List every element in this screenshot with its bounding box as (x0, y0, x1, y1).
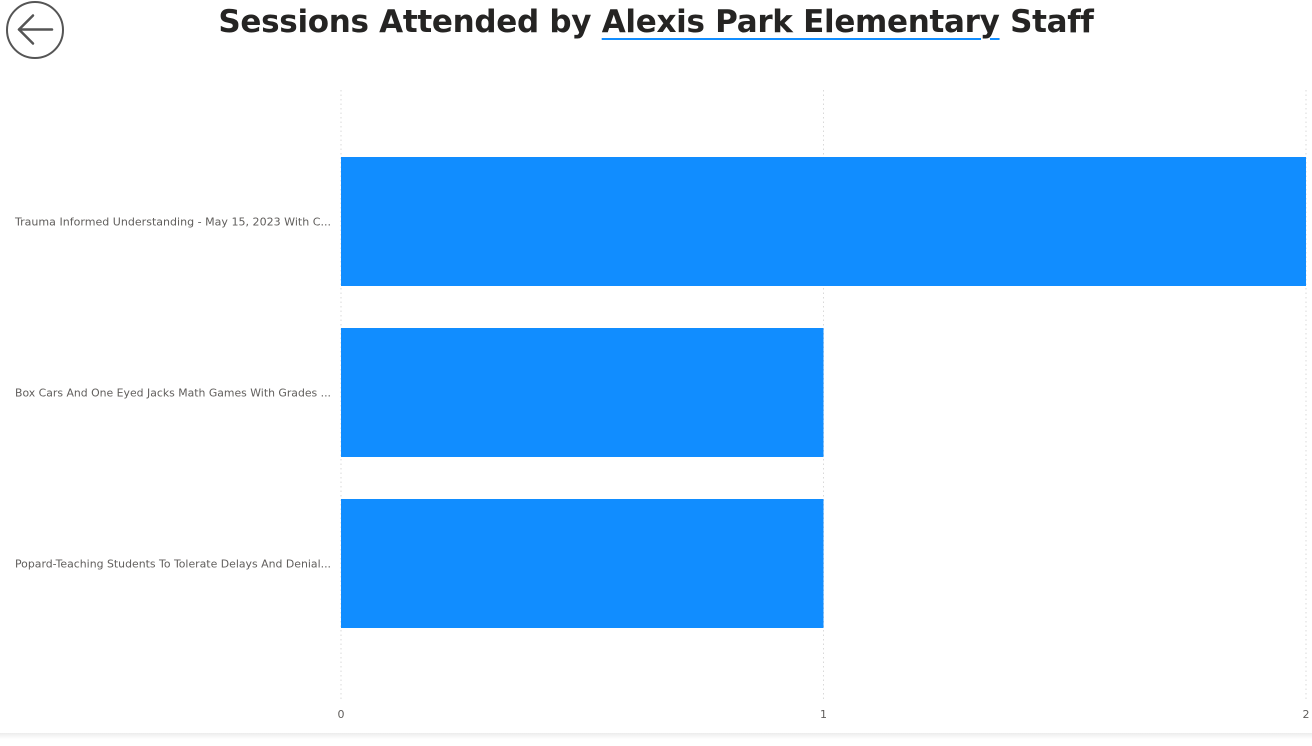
bar-0[interactable] (341, 157, 1306, 286)
title-suffix: Staff (999, 4, 1094, 40)
page-bottom-edge (0, 733, 1312, 739)
back-button[interactable] (6, 1, 64, 59)
category-label-1: Box Cars And One Eyed Jacks Math Games W… (15, 387, 331, 400)
school-name-link[interactable]: Alexis Park Elementary (601, 4, 1000, 40)
bar-1[interactable] (341, 328, 824, 457)
category-label-2: Popard-Teaching Students To Tolerate Del… (15, 558, 331, 571)
page-title: Sessions Attended by Alexis Park Element… (0, 2, 1312, 42)
bar-2[interactable] (341, 499, 824, 628)
bars (341, 157, 1306, 628)
arrow-left-icon (17, 14, 54, 45)
category-labels: Trauma Informed Understanding - May 15, … (14, 216, 331, 571)
title-prefix: Sessions Attended by (218, 4, 602, 40)
x-tick-label-2: 2 (1303, 708, 1310, 721)
x-tick-label-1: 1 (820, 708, 827, 721)
category-label-0: Trauma Informed Understanding - May 15, … (14, 216, 331, 229)
x-tick-label-0: 0 (338, 708, 345, 721)
x-axis-ticks: 0 1 2 (338, 708, 1310, 721)
